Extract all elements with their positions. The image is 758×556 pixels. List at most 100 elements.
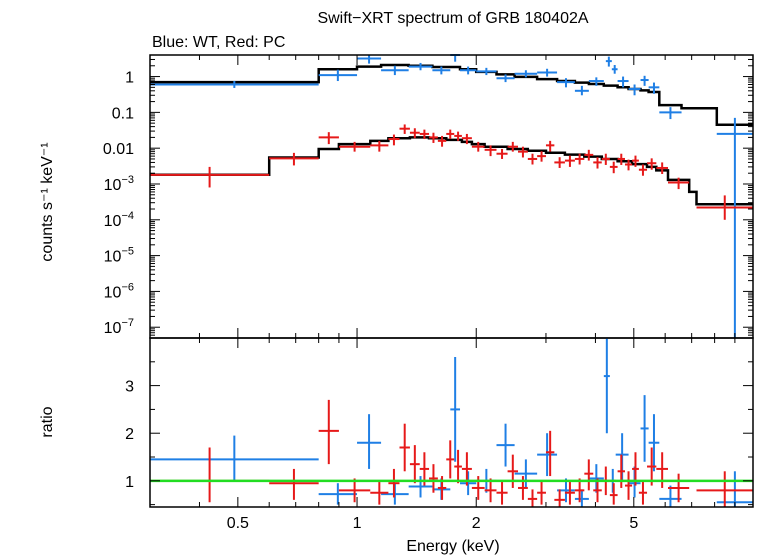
top-y-axis-label: counts s⁻¹ keV⁻¹: [39, 142, 56, 261]
spectrum-data-point: [388, 134, 400, 146]
spectrum-data-point: [617, 153, 625, 165]
ratio-data-point: [574, 489, 589, 507]
spectrum-data-point: [471, 141, 485, 152]
model-line-0: [150, 63, 753, 127]
spectrum-data-point: [460, 66, 477, 75]
y-tick-label: 1: [125, 70, 134, 87]
spectrum-data-point: [527, 153, 538, 165]
spectrum-data-point: [269, 152, 319, 166]
spectrum-data-point: [437, 135, 447, 147]
y-tick-label: 10−7: [104, 317, 134, 337]
spectrum-data-point: [640, 75, 649, 86]
ratio-data-point: [624, 471, 633, 500]
spectrum-data-point: [609, 161, 618, 174]
spectrum-data-point: [461, 133, 472, 145]
ratio-data-point: [409, 445, 420, 484]
spectrum-data-point: [537, 151, 546, 162]
spectrum-data-point: [399, 124, 410, 134]
ratio-data-point: [150, 447, 270, 503]
ratio-data-point: [564, 480, 575, 505]
ratio-data-point: [357, 414, 382, 469]
ratio-data-point: [656, 452, 668, 488]
ratio-data-point: [338, 478, 371, 503]
model-line-1: [150, 136, 753, 206]
spectrum-data-point: [484, 145, 497, 157]
spectrum-data-point: [696, 195, 753, 220]
ratio-data-point: [603, 338, 610, 434]
spectrum-frame: [149, 54, 754, 339]
spectrum-data-point: [518, 146, 528, 158]
spectrum-series-0: [150, 54, 753, 338]
spectrum-data-point: [432, 66, 451, 75]
x-tick-label: 0.5: [227, 515, 249, 532]
chart-subtitle: Blue: WT, Red: PC: [152, 34, 285, 51]
spectrum-data-point: [507, 141, 519, 152]
spectrum-data-point: [450, 54, 461, 62]
spectrum-data-point: [370, 140, 389, 152]
spectrum-data-point: [624, 159, 633, 171]
ratio-data-point: [318, 483, 358, 505]
ratio-data-point: [647, 447, 657, 486]
ratio-data-point: [696, 471, 753, 507]
spectrum-data-point: [338, 141, 371, 152]
ratio-data-point: [318, 399, 339, 465]
spectrum-data-point: [588, 77, 604, 86]
ratio-series-1: [150, 399, 753, 507]
ratio-data-point: [370, 480, 389, 505]
ratio-data-point: [454, 449, 462, 484]
spectrum-data-point: [537, 68, 558, 77]
spectrum-data-point: [611, 65, 618, 74]
y-tick-label: 3: [125, 379, 134, 396]
y-tick-label: 2: [125, 426, 134, 443]
y-tick-label: 10−4: [104, 210, 134, 230]
spectrum-data-point: [419, 129, 430, 140]
ratio-data-point: [554, 489, 565, 507]
spectrum-data-point: [496, 148, 508, 159]
ratio-panel: 1 2 3 0.5 1 2 5: [125, 337, 754, 532]
spectrum-data-point: [574, 153, 585, 165]
x-tick-label: 2: [472, 515, 481, 532]
ratio-data-point: [593, 478, 602, 503]
spectrum-data-point: [429, 132, 438, 143]
spectrum-data-point: [554, 157, 565, 168]
ratio-data-point: [446, 440, 455, 479]
spectrum-data-point: [454, 131, 462, 141]
y-tick-label: 10−5: [104, 246, 134, 266]
spectrum-panel: 1 0.1 0.01 10−3 10−4 10−5 10−6 10−7: [103, 54, 754, 339]
ratio-data-point: [537, 480, 546, 505]
ratio-data-point: [648, 414, 660, 472]
ratio-data-point: [388, 468, 400, 498]
spectrum-data-point: [656, 162, 668, 175]
y-tick-label: 10−3: [104, 174, 134, 194]
ratio-data-point: [588, 464, 604, 493]
spectrum-data-point: [638, 164, 648, 176]
ratio-data-point: [545, 430, 555, 477]
ratio-data-point: [640, 395, 649, 462]
spectrum-data-point: [545, 140, 555, 152]
ratio-data-point: [638, 480, 648, 505]
ratio-data-point: [408, 476, 433, 498]
spectrum-data-point: [628, 84, 641, 96]
x-tick-label: 5: [629, 515, 638, 532]
ratio-data-point: [507, 454, 519, 488]
ratio-data-point: [496, 423, 515, 467]
spectrum-data-point: [617, 76, 629, 88]
ratio-data-point: [527, 489, 538, 507]
ratio-data-point: [514, 459, 538, 488]
spectrum-data-point: [648, 82, 660, 94]
ratio-data-point: [574, 478, 585, 503]
spectrum-data-point: [150, 81, 319, 88]
spectrum-data-point: [557, 78, 575, 88]
ratio-data-point: [484, 478, 497, 503]
ratio-data-point: [617, 454, 625, 488]
spectrum-data-point: [318, 132, 339, 145]
spectrum-data-point: [659, 107, 682, 120]
ratio-data-point: [150, 435, 319, 481]
spectrum-data-point: [647, 158, 657, 170]
y-tick-label: 0.01: [103, 141, 134, 158]
spectrum-data-point: [564, 155, 575, 167]
ratio-data-point: [496, 480, 508, 505]
y-tick-label: 1: [125, 474, 134, 491]
ratio-data-point: [460, 471, 477, 496]
